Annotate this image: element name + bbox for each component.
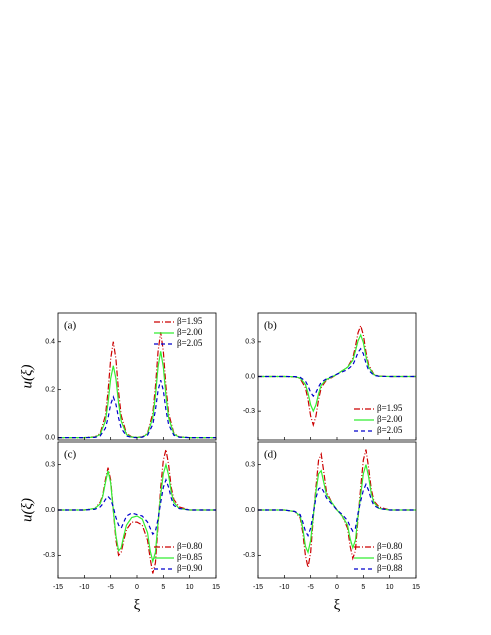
- legend-label: β=0.88: [377, 563, 403, 573]
- legend-label: β=2.05: [377, 425, 403, 435]
- y-axis-label: u(ξ): [19, 365, 35, 389]
- x-tick-label: 15: [412, 584, 420, 591]
- series-line: [58, 351, 216, 439]
- y-tick-label: 0.2: [45, 387, 55, 394]
- series-line: [58, 477, 216, 536]
- x-tick-label: -10: [279, 584, 289, 591]
- panel-label: (d): [264, 449, 277, 461]
- y-tick-label: 0.0: [45, 507, 55, 514]
- panel-label: (a): [64, 320, 77, 332]
- x-tick-label: 0: [335, 584, 339, 591]
- series-line: [58, 379, 216, 439]
- series-line: [58, 462, 216, 564]
- series-line: [58, 332, 216, 439]
- legend-label: β=1.95: [177, 316, 203, 326]
- x-tick-label: 10: [186, 584, 194, 591]
- y-tick-label: -0.3: [43, 552, 55, 559]
- x-tick-label: 5: [161, 584, 165, 591]
- x-tick-label: 5: [361, 584, 365, 591]
- x-tick-label: -5: [108, 584, 114, 591]
- legend-label: β=2.00: [177, 327, 203, 337]
- legend-label: β=0.85: [177, 552, 203, 562]
- legend-label: β=2.05: [177, 338, 203, 348]
- y-tick-label: 0.0: [245, 373, 255, 380]
- series-line: [258, 323, 416, 428]
- x-tick-label: 15: [212, 584, 220, 591]
- legend-label: β=1.95: [377, 403, 403, 413]
- y-axis-label: u(ξ): [19, 498, 35, 522]
- y-tick-label: -0.3: [243, 552, 255, 559]
- y-tick-label: 0.4: [45, 339, 55, 346]
- series-line: [258, 482, 416, 538]
- panel-label: (c): [64, 449, 77, 461]
- y-tick-label: 0.3: [245, 339, 255, 346]
- series-line: [258, 464, 416, 555]
- x-tick-label: -15: [253, 584, 263, 591]
- legend-label: β=2.00: [377, 414, 403, 424]
- series-line: [58, 449, 216, 574]
- x-axis-label: ξ: [334, 597, 341, 613]
- x-axis-label: ξ: [134, 597, 141, 613]
- series-line: [258, 333, 416, 413]
- y-tick-label: 0.3: [245, 462, 255, 469]
- x-tick-label: -5: [308, 584, 314, 591]
- legend-label: β=0.80: [377, 541, 403, 551]
- legend-label: β=0.90: [177, 563, 203, 573]
- legend-label: β=0.80: [177, 541, 203, 551]
- legend-label: β=0.85: [377, 552, 403, 562]
- y-tick-label: 0.0: [245, 507, 255, 514]
- y-tick-label: 0.3: [45, 462, 55, 469]
- x-tick-label: -10: [79, 584, 89, 591]
- series-line: [258, 347, 416, 398]
- y-tick-label: 0.0: [45, 434, 55, 441]
- x-tick-label: 10: [386, 584, 394, 591]
- x-tick-label: 0: [135, 584, 139, 591]
- y-tick-label: -0.3: [243, 408, 255, 415]
- panel-label: (b): [264, 320, 277, 332]
- x-tick-label: -15: [53, 584, 63, 591]
